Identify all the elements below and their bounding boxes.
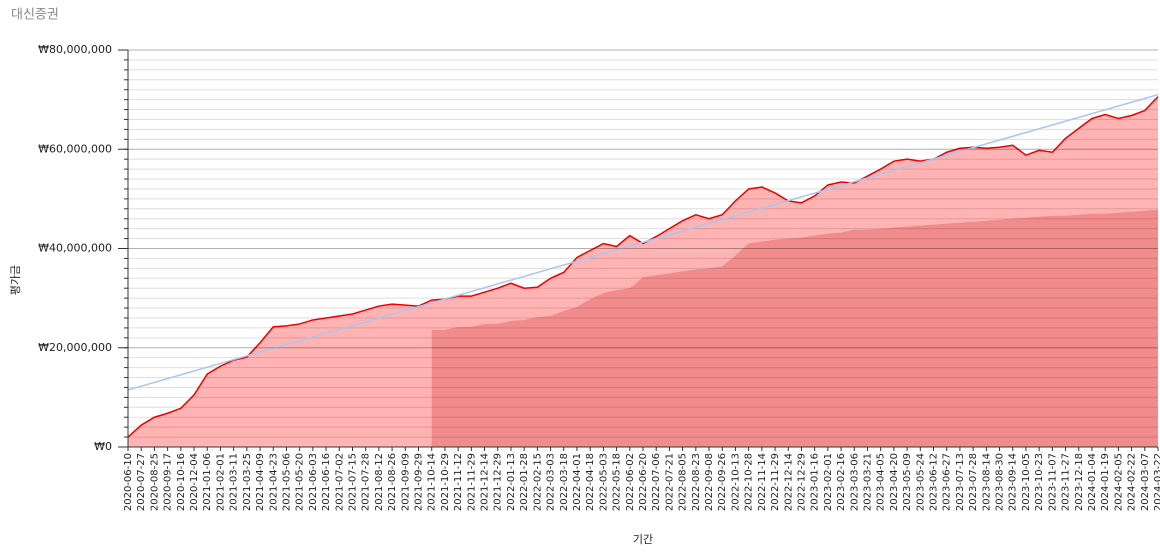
x-tick-label: 2023-04-20 [889,453,900,511]
x-tick-label: 2022-12-14 [783,453,794,511]
x-tick-label: 2021-08-26 [387,453,398,511]
x-tick-label: 2020-12-04 [189,453,200,511]
x-tick-label: 2023-01-16 [810,453,821,511]
x-tick-label: 2022-04-01 [572,453,583,511]
x-tick-label: 2021-09-29 [414,453,425,511]
y-axis-label: 평가금 [9,265,22,295]
x-tick-label: 2023-11-07 [1047,453,1058,511]
x-tick-label: 2022-07-21 [664,453,675,511]
x-tick-label: 2021-11-29 [466,453,477,511]
x-tick-label: 2024-03-07 [1140,453,1151,511]
x-tick-label: 2021-01-06 [202,453,213,511]
x-tick-label: 2023-08-14 [981,453,992,511]
x-tick-label: 2024-02-05 [1113,453,1124,511]
x-tick-label: 2023-10-05 [1021,453,1032,511]
x-tick-label: 2021-06-16 [321,453,332,511]
x-tick-label: 2020-07-27 [136,453,147,511]
x-tick-label: 2022-12-29 [796,453,807,511]
x-tick-label: 2022-01-28 [519,453,530,511]
y-tick-label: ₩80,000,000 [38,43,112,56]
x-tick-label: 2022-10-13 [730,453,741,511]
x-tick-label: 2023-05-24 [915,453,926,511]
x-tick-label: 2022-09-08 [704,453,715,511]
trend-line [127,93,1159,391]
x-tick-label: 2023-04-05 [876,453,887,511]
x-tick-label: 2021-12-29 [493,453,504,511]
x-tick-label: 2023-06-27 [942,453,953,511]
x-tick-label: 2021-05-06 [281,453,292,511]
x-tick-label: 2020-09-17 [163,453,174,511]
x-tick-label: 2021-09-09 [400,453,411,511]
y-tick-label: ₩20,000,000 [38,341,112,354]
x-tick-label: 2023-08-30 [995,453,1006,511]
x-tick-label: 2021-11-12 [453,453,464,511]
x-tick-label: 2021-07-28 [361,453,372,511]
x-tick-label: 2021-03-25 [242,453,253,511]
x-tick-label: 2021-04-23 [268,453,279,511]
x-tick-label: 2024-02-22 [1127,453,1138,511]
x-tick-label: 2022-03-03 [546,453,557,511]
x-tick-label: 2021-10-14 [427,453,438,511]
x-tick-label: 2023-12-18 [1074,453,1085,511]
x-tick-label: 2023-02-01 [823,453,834,511]
x-tick-label: 2021-02-01 [215,453,226,511]
y-tick-label: ₩40,000,000 [38,242,112,255]
x-tick-label: 2022-08-05 [678,453,689,511]
x-tick-label: 2022-05-03 [598,453,609,511]
x-tick-label: 2021-10-29 [440,453,451,511]
x-tick-label: 2022-06-02 [625,453,636,511]
x-tick-label: 2023-09-14 [1008,453,1019,511]
x-tick-label: 2023-03-21 [862,453,873,511]
x-tick-label: 2022-11-14 [757,453,768,511]
x-tick-label: 2021-03-11 [229,453,240,511]
x-tick-label: 2023-11-27 [1061,453,1072,511]
y-tick-label: ₩60,000,000 [38,142,112,155]
x-tick-label: 2022-09-26 [717,453,728,511]
x-tick-label: 2021-04-09 [255,453,266,511]
x-axis-label: 기간 [633,533,653,546]
x-tick-label: 2021-07-02 [334,453,345,511]
x-tick-label: 2021-12-14 [480,453,491,511]
x-tick-label: 2022-04-18 [585,453,596,511]
x-tick-label: 2023-07-28 [968,453,979,511]
x-tick-label: 2024-01-19 [1100,453,1111,511]
x-tick-label: 2020-10-16 [176,453,187,511]
x-tick-label: 2021-06-03 [308,453,319,511]
x-tick-label: 2022-06-20 [638,453,649,511]
x-tick-label: 2021-05-20 [295,453,306,511]
x-tick-label: 2020-08-25 [149,453,160,511]
area [431,209,1158,447]
x-tick-label: 2023-07-13 [955,453,966,511]
x-tick-label: 2023-06-12 [929,453,940,511]
x-tick-label: 2022-08-23 [691,453,702,511]
x-tick-label: 2022-10-28 [744,453,755,511]
x-tick-label: 2022-11-29 [770,453,781,511]
x-tick-label: 2023-10-23 [1034,453,1045,511]
x-tick-label: 2022-03-18 [559,453,570,511]
x-tick-label: 2023-05-09 [902,453,913,511]
x-tick-label: 2023-02-16 [836,453,847,511]
x-tick-label: 2023-03-06 [849,453,860,511]
x-tick-label: 2022-01-13 [506,453,517,511]
x-tick-label: 2020-06-10 [123,453,134,511]
x-tick-label: 2021-08-12 [374,453,385,511]
x-tick-label: 2024-01-04 [1087,453,1098,511]
x-tick-label: 2021-07-15 [347,453,358,511]
chart-title: 대신증권 [11,8,59,23]
y-tick-label: ₩0 [94,440,112,453]
x-tick-label: 2022-02-15 [532,453,543,511]
x-tick-label: 2024-03-22 [1153,453,1160,511]
line [127,96,1159,438]
x-tick-label: 2022-07-06 [651,453,662,511]
x-tick-label: 2022-05-18 [612,453,623,511]
